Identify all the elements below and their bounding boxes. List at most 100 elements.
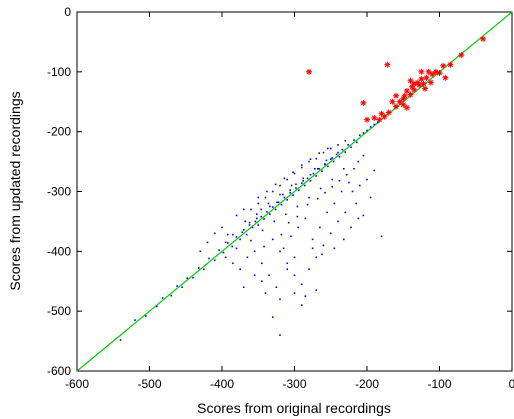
data-point [340, 190, 343, 193]
asterisk-marker [401, 92, 408, 99]
data-point [263, 245, 265, 248]
asterisk-marker [425, 68, 432, 75]
data-point [341, 148, 344, 151]
data-point [286, 262, 289, 265]
y-tick-label: 0 [64, 5, 71, 19]
data-point [261, 229, 264, 232]
data-point [311, 238, 314, 241]
asterisk-marker [381, 113, 388, 120]
data-point [268, 274, 270, 277]
data-point [327, 147, 329, 150]
data-point [296, 205, 299, 208]
y-axis-title: Scores from updated recordings [7, 91, 23, 290]
asterisk-marker [393, 103, 399, 110]
data-point [260, 208, 262, 211]
asterisk-marker [420, 80, 427, 87]
asterisk-stroke [364, 117, 370, 123]
data-point [290, 184, 293, 187]
data-point [348, 181, 350, 184]
asterisk-stroke [306, 69, 312, 75]
points-layer [119, 121, 383, 341]
data-point [283, 177, 286, 180]
data-point [276, 201, 278, 204]
data-point [325, 159, 328, 162]
data-point [235, 247, 238, 250]
data-point [290, 235, 292, 238]
data-point [337, 144, 339, 146]
data-point [315, 289, 318, 292]
data-point [315, 256, 318, 259]
data-point [312, 172, 315, 175]
asterisk-stroke [389, 99, 395, 105]
data-point [279, 193, 281, 196]
data-point [306, 203, 309, 206]
data-point [198, 267, 200, 269]
asterisk-marker [389, 98, 396, 105]
asterisk-marker [440, 62, 447, 69]
data-point [366, 178, 368, 181]
data-point [186, 277, 188, 280]
asterisk-stroke [422, 86, 428, 92]
asterisk-marker [385, 109, 392, 116]
data-point [366, 129, 368, 132]
data-point [287, 221, 290, 224]
data-point [239, 238, 241, 241]
data-point [316, 167, 319, 170]
data-point [309, 158, 312, 160]
data-point [331, 178, 333, 181]
y-tick-label: -400 [47, 244, 71, 258]
asterisk-stroke [408, 78, 413, 84]
data-point [300, 164, 303, 166]
data-point [271, 238, 274, 241]
asterisk-stroke [437, 70, 442, 76]
data-point [308, 268, 310, 271]
asterisk-stroke [440, 63, 446, 69]
asterisk-marker [418, 76, 425, 83]
asterisk-marker [364, 116, 370, 123]
data-point [331, 185, 333, 188]
data-point [170, 294, 173, 297]
data-point [295, 187, 297, 189]
data-point [119, 339, 122, 341]
x-tick-label: -300 [282, 377, 306, 391]
asterisk-marker [371, 114, 378, 121]
asterisk-marker [378, 110, 385, 117]
asterisk-stroke [393, 93, 399, 99]
asterisk-stroke [458, 52, 464, 58]
data-point [181, 286, 183, 289]
data-point [250, 239, 252, 242]
data-point [263, 218, 265, 220]
data-point [315, 175, 318, 177]
data-point [302, 179, 304, 182]
data-point [338, 155, 341, 158]
data-point [232, 262, 234, 265]
data-point [264, 292, 267, 295]
y-tick-label: -600 [47, 364, 71, 378]
asterisk-stroke [386, 110, 392, 115]
asterisk-stroke [433, 69, 439, 75]
data-point [273, 220, 275, 223]
data-point [241, 231, 244, 233]
data-point [347, 144, 349, 146]
asterisk-marker [436, 70, 443, 77]
data-point [304, 295, 307, 298]
data-point [257, 224, 260, 226]
data-point [235, 214, 238, 217]
data-point [369, 196, 372, 199]
data-point [277, 201, 280, 204]
asterisk-stroke [423, 75, 429, 81]
data-point [362, 132, 365, 134]
data-point [280, 203, 283, 206]
data-point [329, 232, 332, 235]
data-point [224, 241, 227, 244]
data-point [275, 286, 278, 289]
data-point [145, 315, 147, 317]
asterisk-marker [418, 68, 425, 75]
data-point [289, 189, 291, 192]
data-point [261, 262, 263, 265]
axis-ticks: -600 -500 -400 -300 -200 -100 0 -600 -500 -400 -30… [47, 5, 514, 391]
data-point [295, 183, 297, 186]
data-point [324, 163, 326, 166]
data-point [319, 226, 321, 229]
asterisk-marker [384, 61, 391, 68]
